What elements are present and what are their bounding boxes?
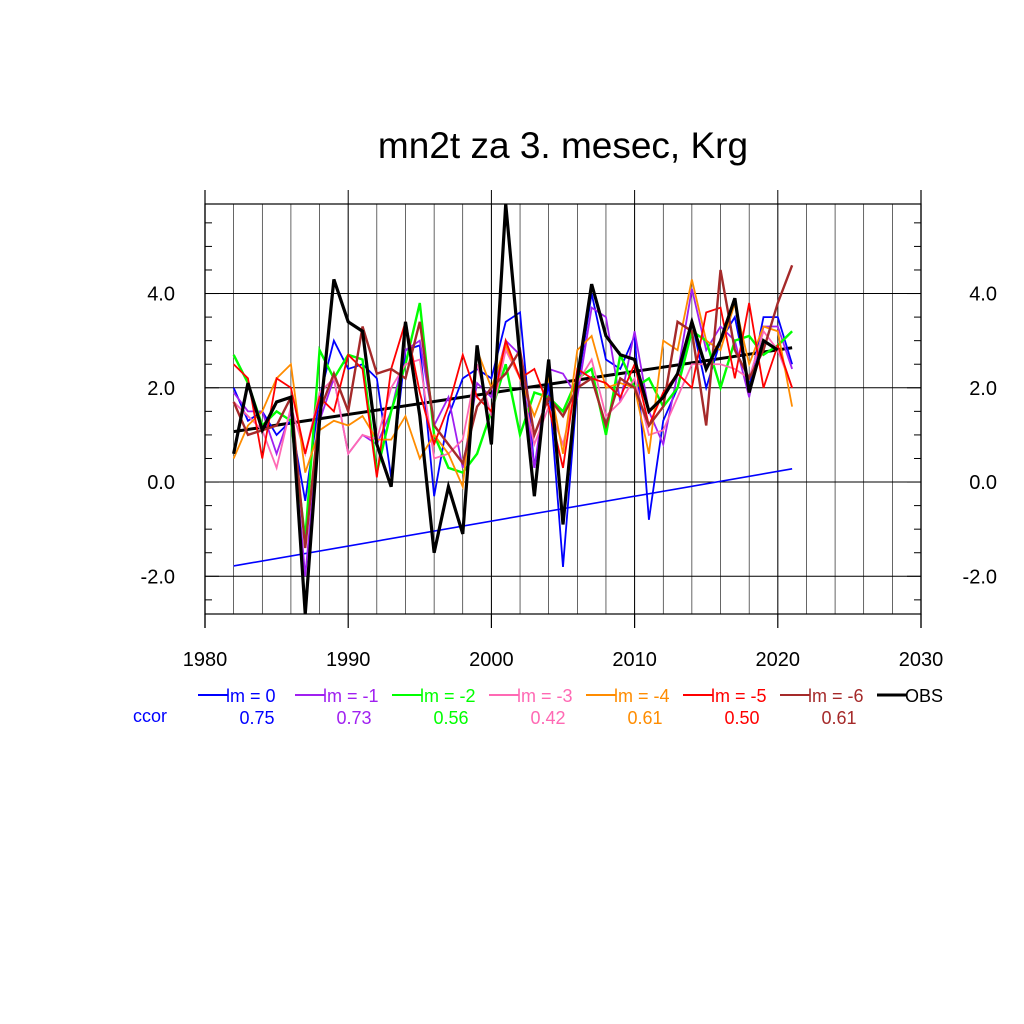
x-tick-label: 2000: [469, 649, 514, 671]
series-line: [233, 329, 793, 471]
y-tick-label-right: -2.0: [963, 566, 997, 588]
legend-label: lm = -3: [517, 686, 573, 706]
x-tick-label: 1980: [183, 649, 228, 671]
legend-label: lm = 0: [226, 686, 276, 706]
data-series: [232, 203, 794, 615]
ccor-value: 0.61: [821, 708, 856, 728]
y-tick-label-right: 0.0: [969, 472, 997, 494]
trend-line: [233, 468, 793, 567]
legend: lm = 0 lm = -1 lm = -2 lm = -3 lm = -4 lm = -…: [133, 686, 943, 728]
chart-title: mn2t za 3. mesec, Krg: [378, 125, 748, 166]
legend-label: lm = -1: [323, 686, 379, 706]
x-tick-label: 1990: [326, 649, 371, 671]
ccor-label: ccor: [133, 706, 167, 726]
series-line: [232, 288, 793, 577]
trend-lines: [233, 346, 793, 567]
y-tick-label-left: -2.0: [141, 566, 175, 588]
legend-label: lm = -5: [711, 686, 767, 706]
grid-lines: [205, 190, 921, 614]
ccor-value: 0.61: [627, 708, 662, 728]
y-tick-label-left: 0.0: [147, 472, 175, 494]
ccor-value: 0.73: [336, 708, 371, 728]
y-tick-label-right: 2.0: [969, 378, 997, 400]
trend-line: [233, 346, 793, 434]
x-tick-label: 2020: [756, 649, 801, 671]
ccor-value: 0.56: [433, 708, 468, 728]
y-tick-label-left: 4.0: [147, 284, 175, 306]
y-tick-label-right: 4.0: [969, 284, 997, 306]
ccor-value: 0.50: [724, 708, 759, 728]
x-tick-label: 2030: [899, 649, 944, 671]
legend-label: lm = -2: [420, 686, 476, 706]
legend-label: lm = -4: [614, 686, 670, 706]
legend-label: OBS: [905, 686, 943, 706]
legend-label: lm = -6: [808, 686, 864, 706]
ccor-value: 0.75: [239, 708, 274, 728]
y-tick-label-left: 2.0: [147, 378, 175, 400]
ccor-value: 0.42: [530, 708, 565, 728]
series-line: [232, 264, 794, 549]
axis-ticks: 1980 1990 2000 2010 2020 2030 -2.0 -2.0 0.0 0.0 2.…: [141, 190, 997, 671]
x-tick-label: 2010: [612, 649, 657, 671]
